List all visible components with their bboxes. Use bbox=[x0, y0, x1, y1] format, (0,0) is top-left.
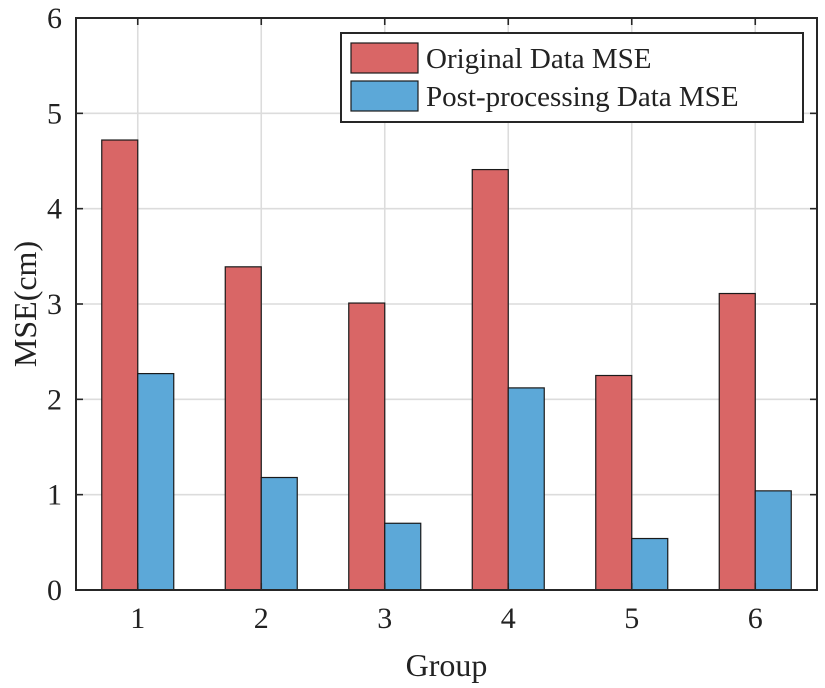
legend-swatch bbox=[350, 42, 419, 74]
y-tick-label: 0 bbox=[47, 574, 62, 607]
x-tick-label: 5 bbox=[624, 602, 639, 635]
x-tick-label: 1 bbox=[130, 602, 145, 635]
y-tick-label: 3 bbox=[47, 288, 62, 321]
x-axis-label: Group bbox=[406, 647, 488, 683]
bar-postprocessing-1 bbox=[137, 372, 175, 591]
y-tick-label: 2 bbox=[47, 383, 62, 416]
legend-swatch bbox=[350, 80, 419, 112]
bar-postprocessing-5 bbox=[631, 537, 669, 591]
bar-postprocessing-2 bbox=[260, 476, 298, 591]
bar-original-6 bbox=[718, 292, 756, 591]
bar-postprocessing-4 bbox=[507, 387, 545, 591]
legend-label: Original Data MSE bbox=[426, 43, 652, 75]
y-tick-label: 5 bbox=[47, 97, 62, 130]
bar-original-3 bbox=[348, 302, 386, 591]
bar-original-2 bbox=[224, 266, 262, 591]
legend: Original Data MSE Post-processing Data MS… bbox=[340, 32, 804, 123]
ticks: 0 1 2 3 4 5 6 1 2 3 4 5 6 bbox=[47, 2, 817, 635]
y-tick-label: 4 bbox=[47, 193, 62, 226]
bar-original-1 bbox=[101, 139, 139, 591]
x-tick-label: 6 bbox=[748, 602, 763, 635]
legend-label: Post-processing Data MSE bbox=[426, 81, 739, 113]
y-tick-label: 1 bbox=[47, 479, 62, 512]
x-tick-label: 4 bbox=[501, 602, 516, 635]
bar-postprocessing-3 bbox=[384, 522, 422, 591]
x-tick-label: 2 bbox=[254, 602, 269, 635]
bar-original-5 bbox=[595, 374, 633, 591]
bar-postprocessing-6 bbox=[754, 490, 792, 591]
bar-original-4 bbox=[471, 168, 509, 591]
y-tick-label: 6 bbox=[47, 2, 62, 35]
y-axis-label: MSE(cm) bbox=[7, 241, 43, 367]
bars bbox=[101, 139, 792, 591]
x-tick-label: 3 bbox=[377, 602, 392, 635]
